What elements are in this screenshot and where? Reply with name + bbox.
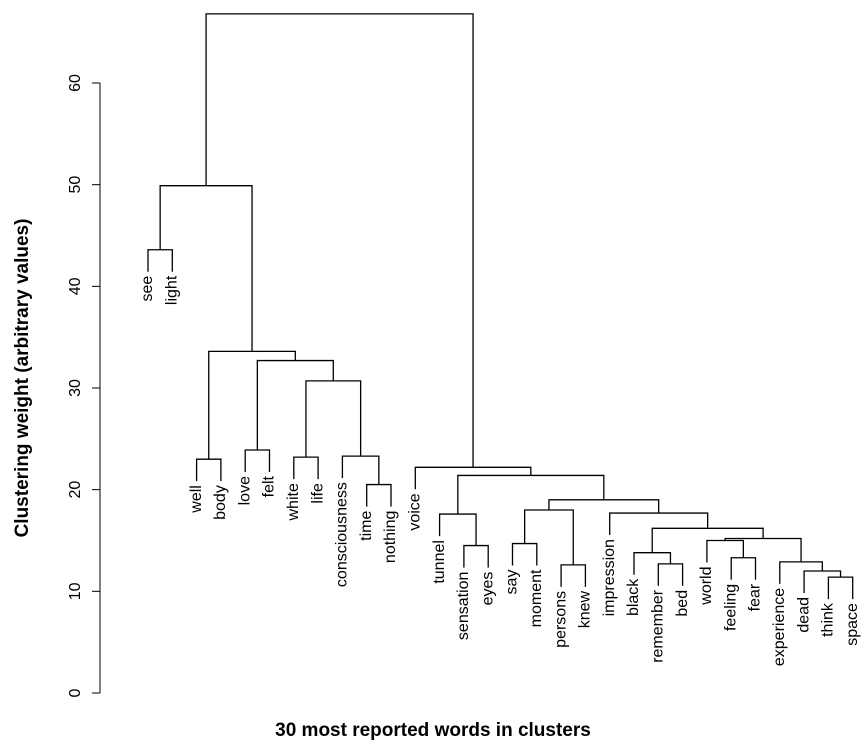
leaf-label: consciousness	[334, 482, 351, 587]
leaf-label: experience	[771, 588, 788, 666]
leaf-label: well	[188, 485, 205, 514]
leaf-label: see	[139, 276, 156, 302]
leaf-label: impression	[601, 539, 618, 616]
dendrogram-link	[341, 455, 380, 485]
leaf-label: fear	[747, 583, 764, 611]
dendrogram-link	[256, 359, 334, 451]
leaf-label: black	[625, 578, 642, 616]
y-tick-label: 20	[67, 481, 84, 499]
dendrogram-link	[414, 466, 532, 490]
dendrogram-link	[779, 561, 823, 584]
dendrogram-link	[827, 576, 854, 600]
leaf-label: love	[236, 476, 253, 505]
dendrogram-link	[205, 13, 474, 468]
dendrogram-link	[560, 564, 587, 587]
dendrogram-link	[305, 380, 362, 458]
leaf-label: white	[285, 483, 302, 521]
dendrogram-link	[457, 474, 605, 515]
leaf-label: feeling	[722, 584, 739, 631]
dendrogram-link	[609, 512, 709, 536]
leaf-label: body	[212, 485, 229, 520]
leaf-label: think	[820, 602, 837, 637]
dendrogram-link	[463, 544, 489, 568]
leaf-label: say	[504, 570, 521, 595]
leaf-label: tunnel	[431, 540, 448, 584]
dendrogram-link	[706, 539, 744, 563]
dendrogram-link	[657, 563, 684, 586]
dendrogram-link	[511, 542, 538, 566]
leaf-label: space	[844, 603, 861, 646]
dendrogram-link	[524, 509, 574, 565]
dendrogram-link	[159, 185, 253, 352]
leaf-label: world	[698, 567, 715, 606]
y-tick-label: 60	[67, 74, 84, 92]
leaf-label: light	[164, 275, 181, 305]
leaf-label: moment	[528, 569, 545, 627]
leaf-label: persons	[552, 591, 569, 648]
leaf-label: knew	[577, 590, 594, 628]
leaf-label: remember	[650, 589, 667, 663]
leaf-label: felt	[261, 475, 278, 497]
dendrogram-link	[147, 249, 173, 272]
leaf-label: bed	[674, 590, 691, 617]
y-tick-label: 10	[67, 582, 84, 600]
leaf-label: sensation	[455, 572, 472, 641]
leaf-label: voice	[407, 493, 424, 530]
leaf-label: nothing	[382, 511, 399, 564]
x-axis-label: 30 most reported words in clusters	[275, 720, 591, 741]
y-tick-label: 50	[67, 176, 84, 194]
y-tick-label: 30	[67, 379, 84, 397]
dendrogram-link	[724, 537, 802, 562]
y-axis-label: Clustering weight (arbitrary values)	[12, 219, 33, 538]
dendrogram-link	[438, 513, 477, 546]
leaf-label: eyes	[479, 572, 496, 606]
leaf-label: dead	[795, 597, 812, 633]
y-tick-label: 40	[67, 277, 84, 295]
dendrogram-link	[195, 458, 222, 482]
dendrogram-link	[548, 499, 660, 514]
dendrogram-link	[208, 350, 296, 460]
y-tick-label: 0	[67, 688, 84, 697]
leaf-label: life	[309, 483, 326, 504]
dendrogram-link	[293, 456, 319, 480]
dendrogram-link	[730, 557, 757, 580]
dendrogram-link	[244, 449, 271, 473]
dendrogram-link	[803, 570, 842, 593]
dendrogram-link	[366, 483, 392, 507]
leaf-label: time	[358, 510, 375, 540]
